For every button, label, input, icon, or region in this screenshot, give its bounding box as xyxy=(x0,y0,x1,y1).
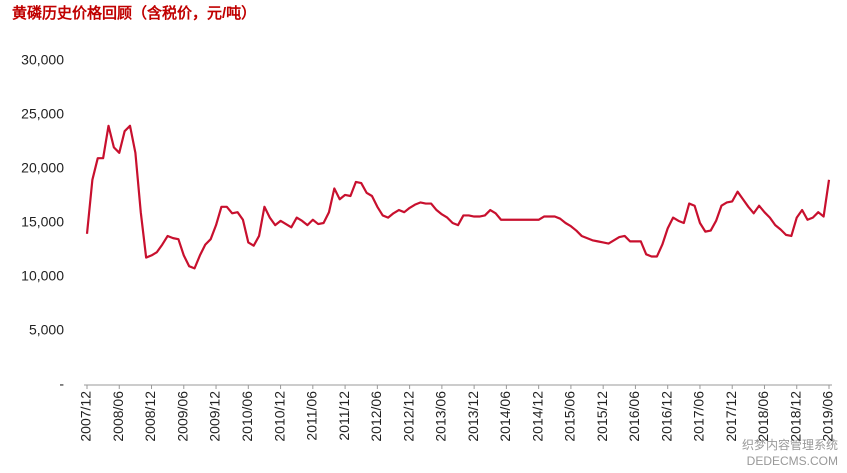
x-tick-label: 2019/06 xyxy=(820,391,836,442)
x-tick-label: 2016/06 xyxy=(626,391,642,442)
x-tick-label: 2010/06 xyxy=(239,391,255,442)
x-tick-label: 2014/12 xyxy=(529,391,545,442)
x-tick-label: 2015/12 xyxy=(594,391,610,442)
line-series xyxy=(85,124,831,270)
watermark: DEDECMS.COM xyxy=(747,454,838,468)
y-tick-label: - xyxy=(59,376,64,392)
x-tick-label: 2010/12 xyxy=(271,391,287,442)
chart-title: 黄磷历史价格回顾（含税价，元/吨） xyxy=(12,4,256,22)
x-tick-label: 2011/06 xyxy=(304,391,320,441)
x-tick-label: 2016/12 xyxy=(658,391,674,442)
x-tick-label: 2012/12 xyxy=(400,391,416,442)
x-tick-label: 2013/06 xyxy=(433,391,449,442)
x-tick-label: 2013/12 xyxy=(465,391,481,442)
y-tick-label: 20,000 xyxy=(21,160,64,176)
x-tick-label: 2011/12 xyxy=(336,391,352,441)
x-tick-label: 2015/06 xyxy=(562,391,578,442)
x-tick-label: 2008/06 xyxy=(110,391,126,442)
x-tick-label: 2014/06 xyxy=(497,391,513,442)
x-tick-label: 2017/12 xyxy=(723,391,739,442)
x-tick-label: 2009/12 xyxy=(207,391,223,442)
y-tick-label: 25,000 xyxy=(21,106,64,122)
x-tick-label: 2012/06 xyxy=(368,391,384,442)
y-tick-label: 5,000 xyxy=(29,322,64,338)
x-tick-label: 2017/06 xyxy=(691,391,707,442)
x-tick-label: 2008/12 xyxy=(142,391,158,442)
watermark: 织梦内容管理系统 xyxy=(742,437,838,452)
x-tick-label: 2007/12 xyxy=(78,391,94,442)
y-tick-label: 10,000 xyxy=(21,268,64,284)
y-tick-label: 15,000 xyxy=(21,214,64,230)
y-tick-label: 30,000 xyxy=(21,52,64,68)
x-tick-label: 2018/06 xyxy=(755,391,771,442)
x-tick-label: 2018/12 xyxy=(787,391,803,442)
x-tick-label: 2009/06 xyxy=(174,391,190,442)
